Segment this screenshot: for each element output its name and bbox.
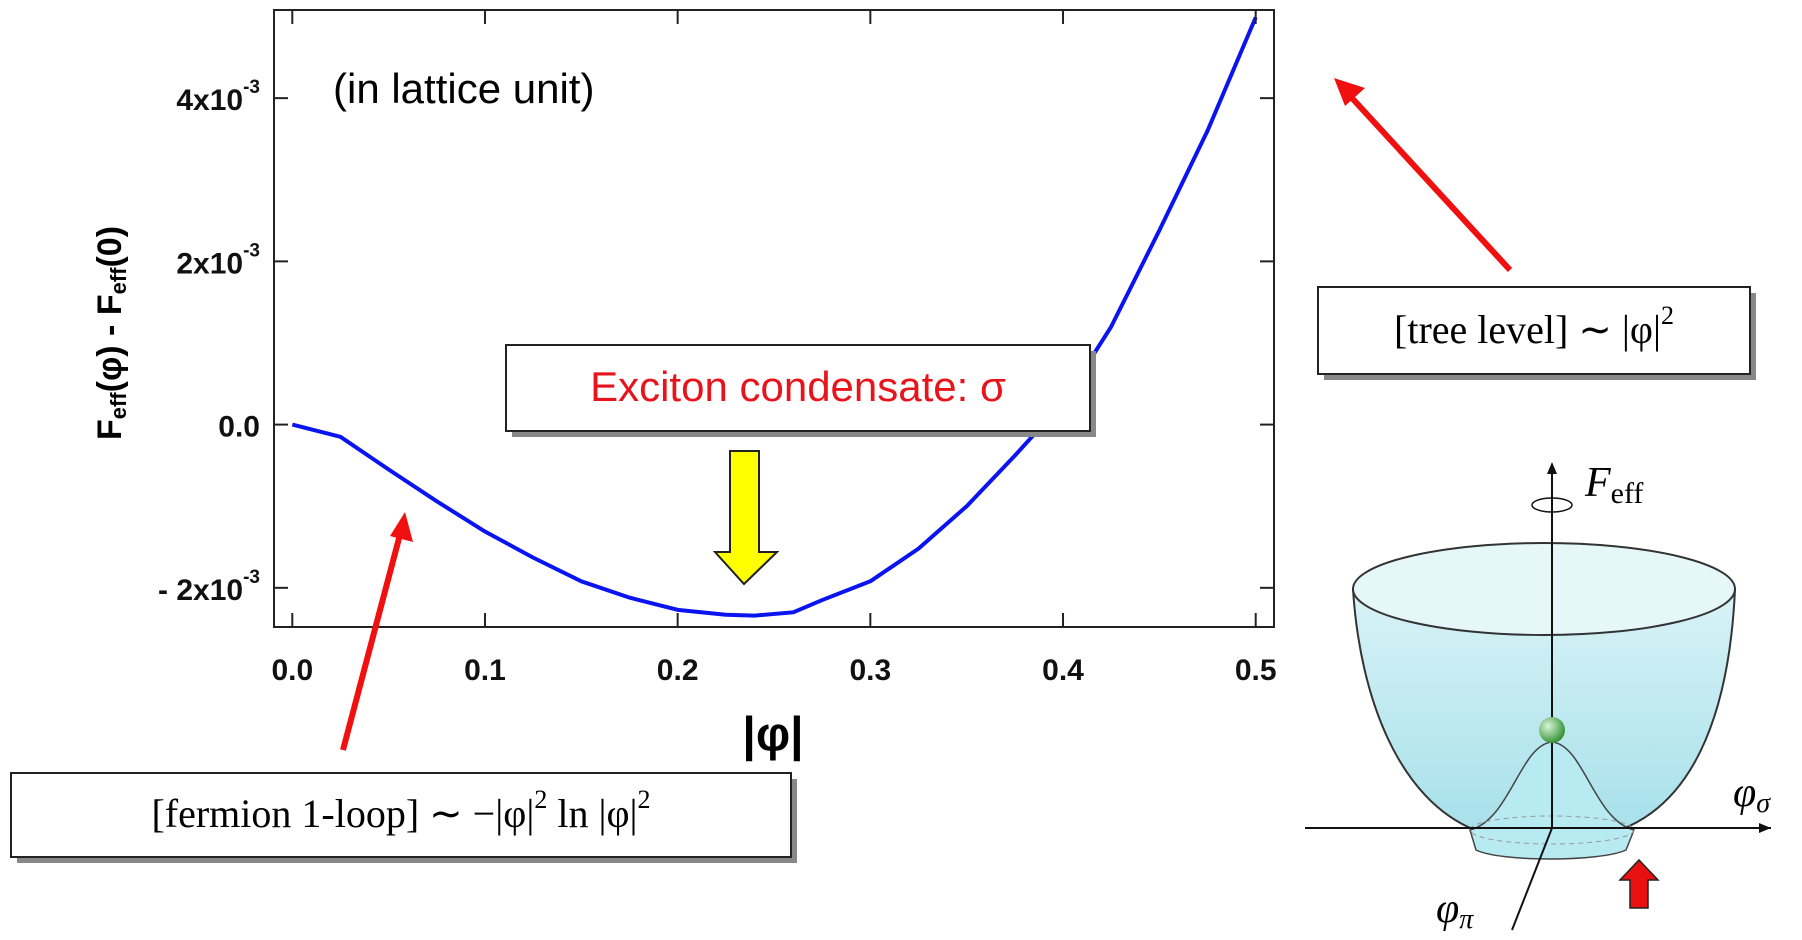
x-tick-label: 0.1: [464, 654, 506, 687]
label-sub: σ: [1756, 788, 1771, 819]
callout-part: ln |φ|: [547, 791, 637, 836]
label-sub: π: [1459, 904, 1474, 935]
red-marker: [1618, 858, 1660, 909]
callout-box: [1317, 286, 1751, 375]
x-tick-label: 0.0: [271, 654, 313, 687]
f-axis-label: Feff: [1584, 460, 1643, 510]
y-label-sub: eff: [106, 267, 131, 295]
label-part: φ: [1733, 770, 1756, 816]
label-part: F: [1584, 460, 1611, 506]
x-tick-label: 0.2: [657, 654, 699, 687]
axis-head: [1759, 823, 1771, 833]
label-part: φ: [1436, 886, 1459, 932]
y-tick-exponent: -3: [243, 567, 260, 588]
red-arrow: [1337, 82, 1513, 273]
y-axis-label: Feff(φ) - Feff(0): [91, 226, 131, 440]
label-sub: eff: [1611, 477, 1644, 510]
y-tick-text: - 2x10: [158, 574, 243, 607]
sigma-label: φσ: [1733, 770, 1771, 820]
y-tick-label: 4x10-3: [176, 77, 260, 117]
y-label-part: F: [91, 419, 129, 440]
y-tick-text: 2x10: [176, 247, 243, 280]
callout-text: [tree level] ∼ |φ|2: [1394, 301, 1674, 352]
callout-text: [fermion 1-loop] ∼ −|φ|2 ln |φ|2: [151, 785, 650, 836]
y-tick-text: 4x10: [176, 84, 243, 117]
y-tick-label: - 2x10-3: [158, 567, 260, 607]
x-tick-label: 0.5: [1235, 654, 1277, 687]
callout-text: Exciton condensate: σ: [590, 363, 1006, 410]
y-tick-label: 0.0: [218, 411, 260, 444]
red-arrow-head: [390, 512, 413, 542]
y-tick-exponent: -3: [243, 240, 260, 261]
axis-head: [1547, 462, 1557, 474]
callout-part: [tree level] ∼ |φ|: [1394, 307, 1661, 352]
callout-box: [505, 344, 1091, 432]
x-tick-label: 0.4: [1042, 654, 1084, 687]
yellow-arrow: [712, 450, 780, 586]
ball: [1539, 717, 1565, 743]
y-tick-text: 0.0: [218, 411, 260, 444]
bowl-rim: [1352, 542, 1736, 636]
pi-label: φπ: [1436, 886, 1474, 936]
x-tick-label: 0.3: [849, 654, 891, 687]
y-label-part: (0): [91, 226, 129, 268]
callout-part: [fermion 1-loop] ∼ −|φ|: [151, 791, 534, 836]
y-tick-exponent: -3: [243, 77, 260, 98]
callout-sup: 2: [1661, 301, 1674, 330]
y-label-sub: eff: [106, 392, 131, 420]
red-arrow-head: [1334, 78, 1365, 106]
callout-box: [10, 772, 792, 858]
x-axis-label: |φ|: [742, 709, 803, 762]
callout-sup: 2: [534, 785, 547, 814]
red-arrow: [340, 526, 405, 751]
y-tick-label: 2x10-3: [176, 240, 260, 280]
callout-sup: 2: [638, 785, 651, 814]
rotation-mark: [1531, 497, 1573, 513]
y-label-part: (φ) - F: [91, 294, 129, 392]
potential-diagram: Feff φσ φπ: [1305, 460, 1771, 936]
pi-axis: [1511, 827, 1553, 931]
plot-frame: [273, 9, 1275, 628]
unit-note: (in lattice unit): [333, 65, 594, 112]
